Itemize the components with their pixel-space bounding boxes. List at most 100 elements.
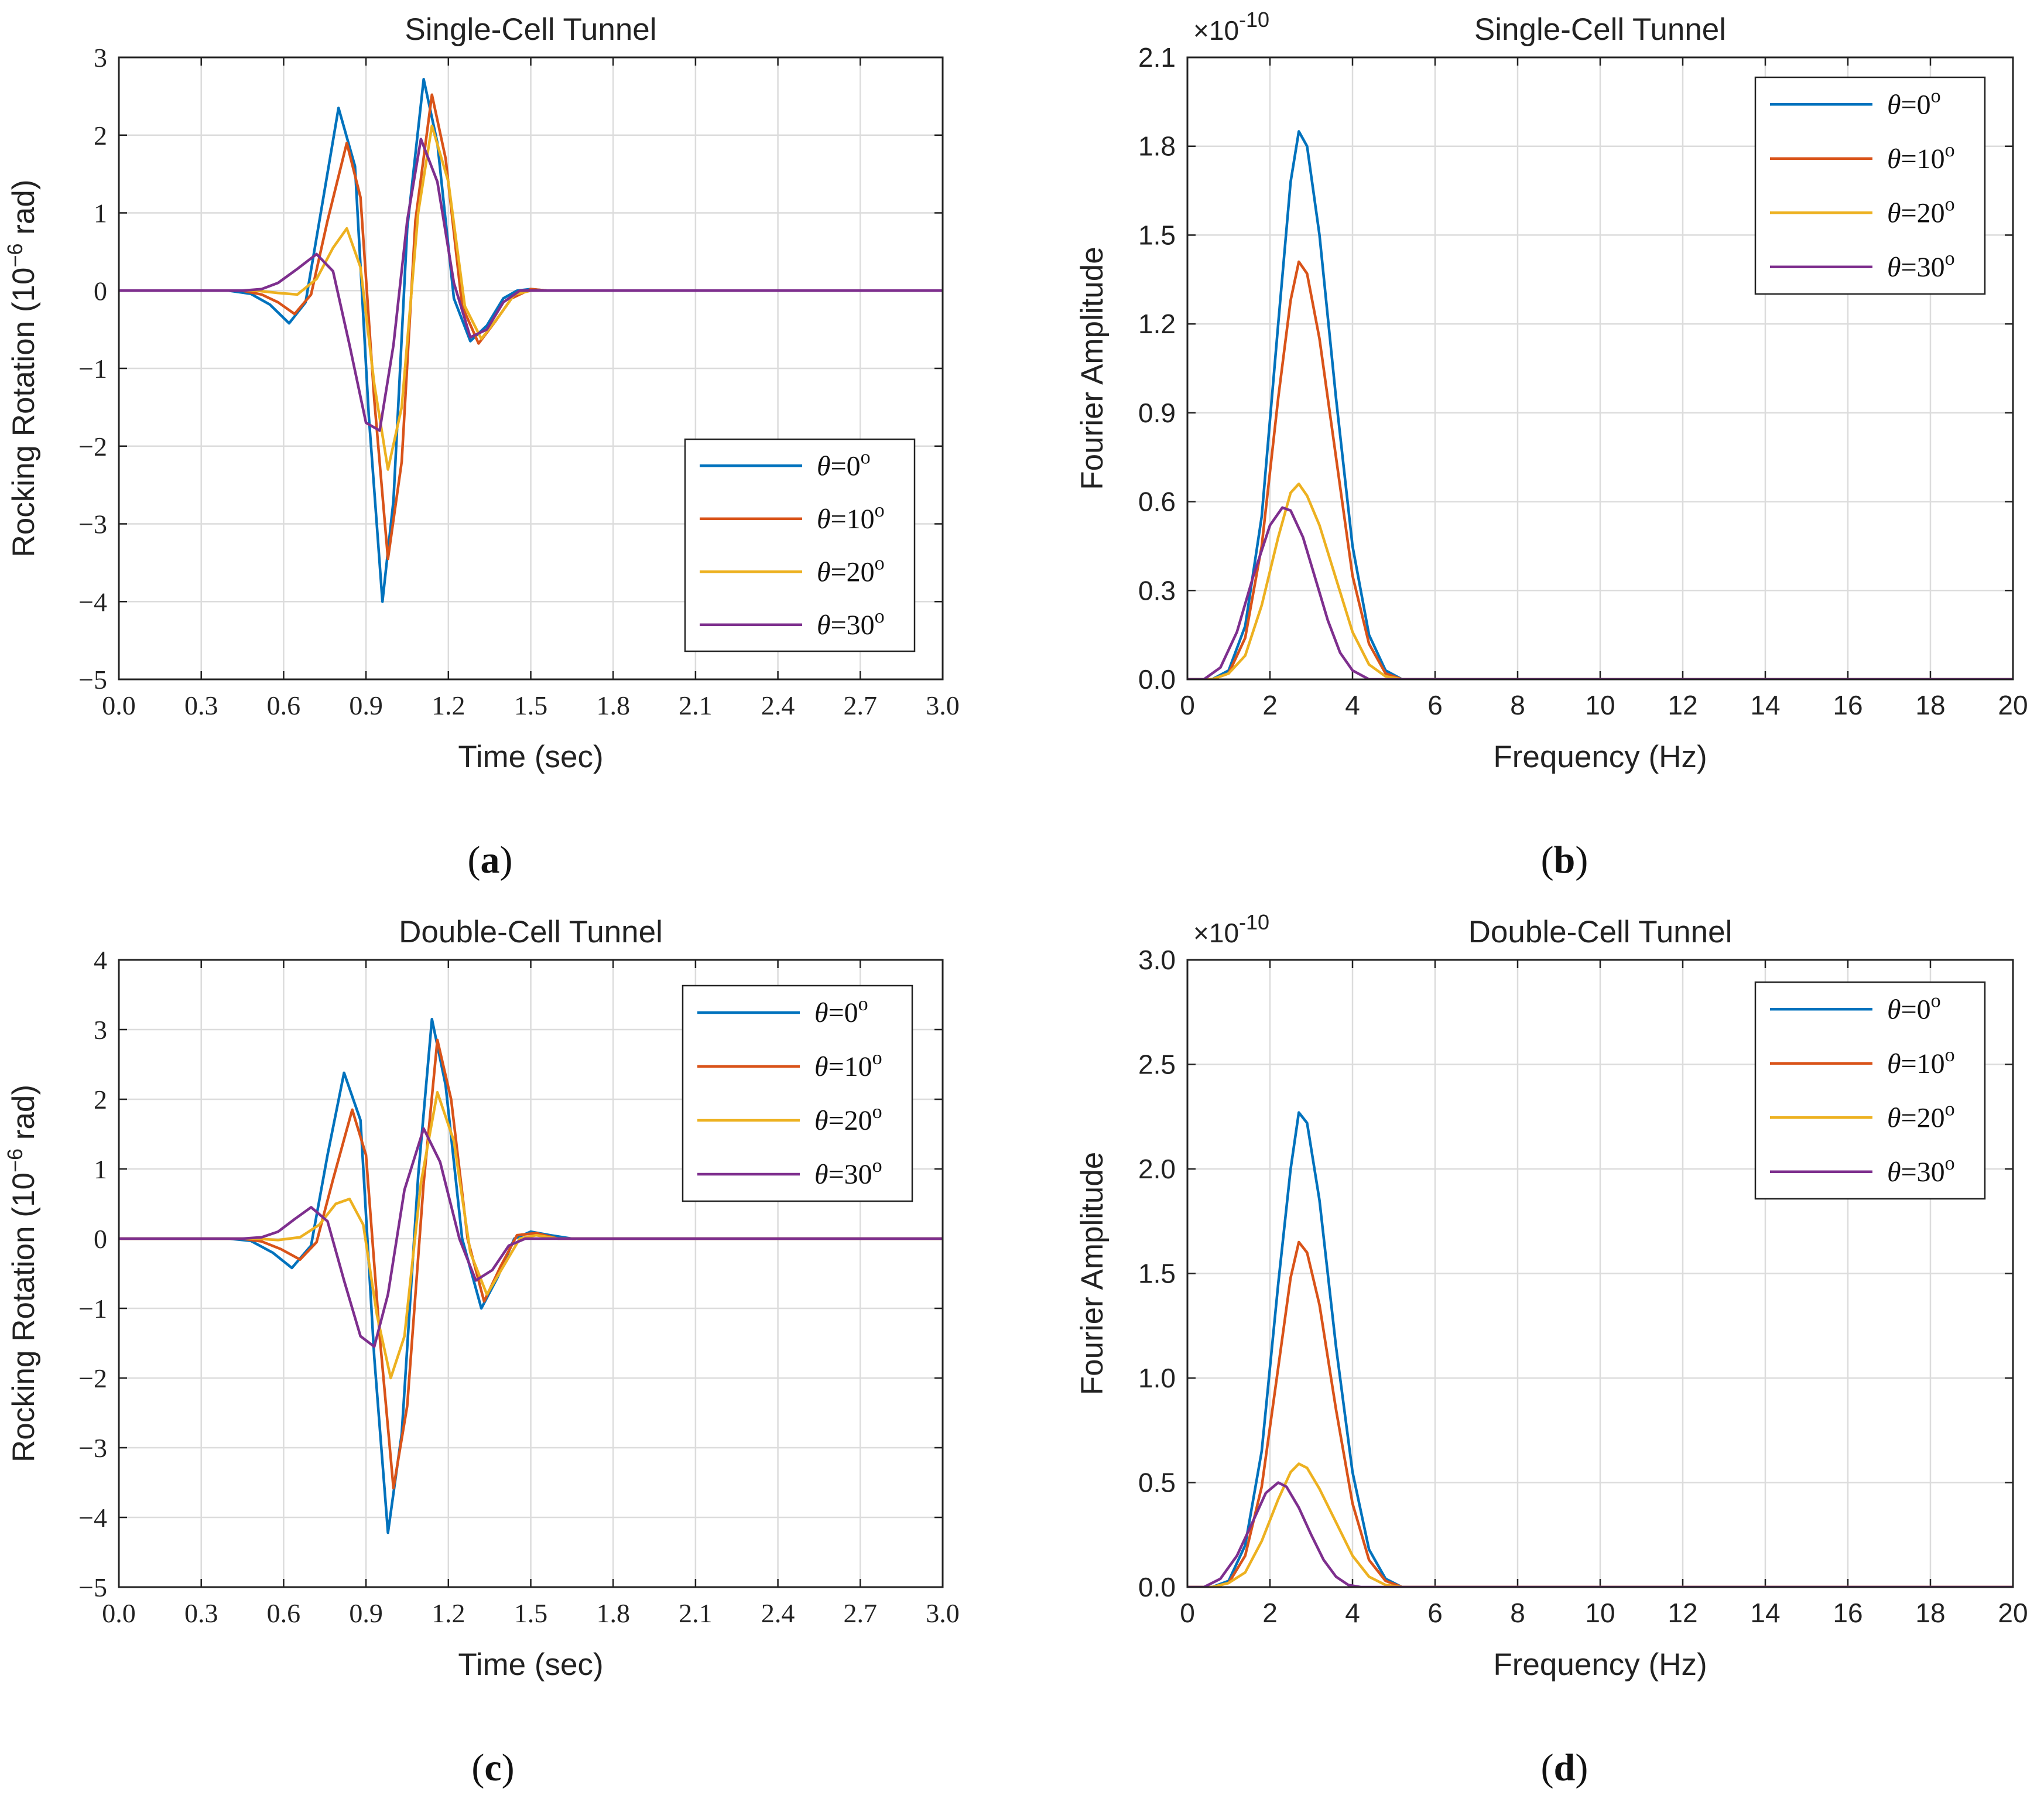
x-tick-label: 0.9: [349, 690, 383, 720]
series-group: [119, 1017, 943, 1534]
y-tick-label: 3: [94, 43, 107, 73]
x-tick-label: 1.8: [596, 690, 630, 720]
x-tick-label: 2: [1262, 690, 1278, 720]
legend-theta: θ: [1887, 1048, 1901, 1079]
x-tick-label: 1.5: [514, 1598, 548, 1628]
caption-letter: b: [1554, 839, 1576, 881]
legend-entry-3: θ=20o: [814, 1101, 882, 1136]
axes-frame: [1186, 56, 2014, 681]
x-tick-label: 1.2: [432, 1598, 465, 1628]
y-tick-label: 1.5: [1138, 1259, 1176, 1289]
chart-title: Double-Cell Tunnel: [1468, 915, 1733, 949]
legend-theta: θ: [817, 556, 831, 587]
x-tick-label: 0: [1180, 690, 1195, 720]
legend-degree: o: [872, 1047, 882, 1069]
axis-scale-label-text: ×10: [1193, 918, 1239, 948]
y-tick-label: −3: [78, 510, 107, 539]
chart-title: Double-Cell Tunnel: [399, 915, 663, 949]
legend-value: =0: [1901, 89, 1931, 120]
legend-entry-2: θ=10o: [1887, 139, 1955, 175]
x-tick-label: 2.7: [844, 690, 878, 720]
legend-theta: θ: [817, 610, 831, 641]
legend-entry-2: θ=10o: [1887, 1044, 1955, 1079]
x-tick-label: 18: [1915, 1598, 1945, 1628]
x-tick-label: 6: [1427, 1598, 1443, 1628]
caption-paren-open: (: [1541, 839, 1554, 881]
legend-value: =20: [831, 556, 875, 587]
series-line-4: [119, 1127, 943, 1348]
y-tick-label: 2.0: [1138, 1154, 1176, 1184]
y-tick-label: −2: [78, 1363, 107, 1393]
y-tick-label: 1: [94, 1154, 107, 1184]
y-axis-label-exponent: −6: [3, 244, 27, 268]
y-tick-label: 2.1: [1138, 42, 1176, 73]
legend-degree: o: [1945, 1098, 1955, 1120]
y-tick-label: −1: [78, 354, 107, 384]
chart-panel-b: 0 2 4 6 8 10 12 14 16 18 20 2.1 1.8 1.5 1.2 0.9 0.6 0.3 0.…: [1075, 8, 2028, 881]
legend-theta: θ: [1887, 197, 1901, 228]
x-tick-label: 0.3: [184, 690, 218, 720]
axes-frame: [118, 959, 944, 1588]
x-tick-label: 0.3: [184, 1598, 218, 1628]
legend-value: =10: [831, 504, 875, 535]
x-tick-label: 1.2: [432, 690, 465, 720]
legend-value: =20: [1901, 197, 1945, 228]
x-tick-label: 16: [1833, 690, 1862, 720]
legend-entry-4: θ=30o: [817, 606, 885, 641]
legend-entry-1: θ=0o: [1887, 990, 1941, 1025]
axis-scale-label-exponent: -10: [1239, 8, 1269, 32]
legend-theta: θ: [1887, 252, 1901, 283]
legend-theta: θ: [817, 450, 831, 481]
x-tick-label: 2.4: [761, 1598, 795, 1628]
legend-degree: o: [1945, 139, 1955, 161]
y-tick-label: −2: [78, 432, 107, 461]
y-tick-label: 0.0: [1138, 664, 1176, 695]
y-tick-label: 0.3: [1138, 575, 1176, 606]
x-axis-label: Frequency (Hz): [1493, 1647, 1707, 1682]
legend-value: =10: [1901, 143, 1945, 175]
caption-paren-close: ): [502, 1746, 515, 1789]
legend-theta: θ: [1887, 1157, 1901, 1188]
legend-degree: o: [875, 606, 885, 627]
y-tick-label: 2.5: [1138, 1049, 1176, 1080]
y-tick-label: 3: [94, 1015, 107, 1045]
x-tick-label: 2.4: [761, 690, 795, 720]
chart-title: Single-Cell Tunnel: [405, 12, 656, 47]
y-axis-label-exponent: −6: [3, 1148, 27, 1172]
x-axis-label: Frequency (Hz): [1493, 740, 1707, 774]
legend-box: [684, 438, 916, 652]
y-tick-label: −1: [78, 1294, 107, 1324]
legend-value: =30: [828, 1159, 872, 1190]
x-tick-label: 8: [1510, 690, 1525, 720]
y-tick-label: 0.0: [1138, 1572, 1176, 1602]
y-axis-label: Fourier Amplitude: [1075, 1152, 1110, 1395]
caption-paren-open: (: [1541, 1746, 1554, 1789]
series-line-4: [1187, 1481, 2013, 1587]
legend-theta: θ: [814, 997, 828, 1028]
legend-value: =20: [828, 1105, 872, 1136]
y-tick-label: 1.5: [1138, 220, 1176, 250]
y-axis-label: Fourier Amplitude: [1075, 247, 1110, 490]
x-tick-label: 10: [1585, 1598, 1615, 1628]
legend-theta: θ: [814, 1159, 828, 1190]
legend-entry-1: θ=0o: [814, 993, 868, 1028]
series-line-4: [1187, 506, 2013, 679]
series-line-4: [119, 138, 943, 432]
x-tick-label: 20: [1998, 690, 2028, 720]
y-axis-label-text: Fourier Amplitude: [1075, 247, 1110, 490]
series-group: [1187, 1111, 2013, 1587]
y-tick-label: 2: [94, 121, 107, 151]
axis-scale-label: ×10-10: [1193, 8, 1269, 46]
legend-entry-3: θ=20o: [1887, 1098, 1955, 1133]
series-line-2: [1187, 1240, 2013, 1587]
legend-degree: o: [861, 446, 871, 468]
x-axis-label: Time (sec): [458, 1647, 603, 1682]
x-tick-label: 16: [1833, 1598, 1862, 1628]
legend-degree: o: [875, 552, 885, 574]
legend-degree: o: [1945, 193, 1955, 215]
series-line-2: [119, 1038, 943, 1490]
caption-paren-open: (: [471, 1746, 484, 1789]
y-tick-label: −3: [78, 1433, 107, 1463]
